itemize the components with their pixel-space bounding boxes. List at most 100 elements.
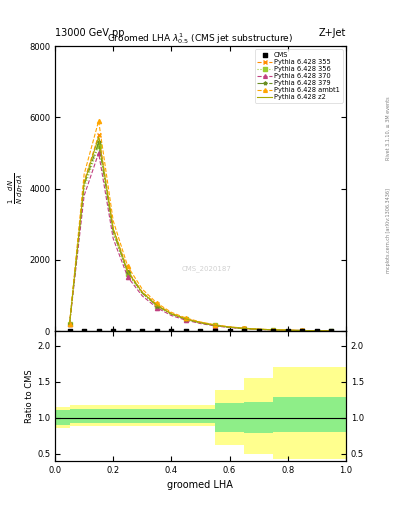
- CMS: [66, 327, 73, 335]
- Pythia 6.428 z2: [67, 321, 72, 327]
- CMS: [95, 327, 102, 335]
- Pythia 6.428 356: [96, 143, 101, 149]
- Text: Z+Jet: Z+Jet: [318, 28, 346, 38]
- Pythia 6.428 370: [314, 328, 319, 334]
- Pythia 6.428 356: [213, 323, 217, 329]
- CMS: [125, 327, 131, 335]
- Pythia 6.428 379: [67, 321, 72, 327]
- Pythia 6.428 379: [140, 290, 145, 296]
- Pythia 6.428 355: [82, 179, 86, 185]
- Pythia 6.428 ambt1: [329, 328, 334, 334]
- Pythia 6.428 z2: [329, 328, 334, 334]
- Pythia 6.428 z2: [198, 319, 203, 326]
- Pythia 6.428 z2: [271, 327, 275, 333]
- Pythia 6.428 370: [184, 317, 188, 323]
- Pythia 6.428 370: [285, 327, 290, 333]
- Pythia 6.428 z2: [125, 269, 130, 275]
- Pythia 6.428 356: [154, 303, 159, 309]
- Pythia 6.428 379: [125, 269, 130, 275]
- CMS: [299, 327, 305, 335]
- Pythia 6.428 355: [154, 302, 159, 308]
- CMS: [212, 327, 218, 335]
- Legend: CMS, Pythia 6.428 355, Pythia 6.428 356, Pythia 6.428 370, Pythia 6.428 379, Pyt: CMS, Pythia 6.428 355, Pythia 6.428 356,…: [255, 50, 343, 103]
- Pythia 6.428 z2: [140, 289, 145, 295]
- Pythia 6.428 355: [227, 324, 232, 330]
- Line: Pythia 6.428 356: Pythia 6.428 356: [68, 144, 333, 333]
- Pythia 6.428 379: [169, 311, 174, 317]
- Pythia 6.428 356: [314, 328, 319, 334]
- CMS: [270, 327, 276, 335]
- Pythia 6.428 355: [184, 316, 188, 322]
- CMS: [197, 327, 204, 335]
- Pythia 6.428 355: [125, 268, 130, 274]
- Pythia 6.428 z2: [154, 302, 159, 308]
- Pythia 6.428 z2: [242, 325, 246, 331]
- CMS: [183, 327, 189, 335]
- Pythia 6.428 355: [96, 132, 101, 138]
- CMS: [285, 327, 291, 335]
- Pythia 6.428 z2: [82, 180, 86, 186]
- Pythia 6.428 379: [82, 182, 86, 188]
- Pythia 6.428 379: [271, 327, 275, 333]
- Pythia 6.428 355: [213, 322, 217, 328]
- Pythia 6.428 ambt1: [154, 300, 159, 306]
- Pythia 6.428 355: [140, 289, 145, 295]
- Pythia 6.428 ambt1: [111, 218, 116, 224]
- X-axis label: groomed LHA: groomed LHA: [167, 480, 233, 490]
- Pythia 6.428 ambt1: [314, 328, 319, 334]
- Pythia 6.428 ambt1: [227, 324, 232, 330]
- Line: Pythia 6.428 370: Pythia 6.428 370: [68, 151, 333, 333]
- Pythia 6.428 370: [256, 327, 261, 333]
- Pythia 6.428 356: [82, 185, 86, 191]
- Pythia 6.428 379: [256, 326, 261, 332]
- Pythia 6.428 356: [256, 326, 261, 332]
- Pythia 6.428 379: [227, 324, 232, 330]
- Pythia 6.428 ambt1: [271, 327, 275, 333]
- Pythia 6.428 ambt1: [213, 322, 217, 328]
- Pythia 6.428 356: [329, 328, 334, 334]
- Pythia 6.428 370: [125, 274, 130, 280]
- Pythia 6.428 370: [198, 321, 203, 327]
- Pythia 6.428 z2: [256, 326, 261, 332]
- Pythia 6.428 379: [111, 228, 116, 234]
- Pythia 6.428 z2: [213, 322, 217, 328]
- CMS: [255, 327, 262, 335]
- Pythia 6.428 355: [111, 225, 116, 231]
- Pythia 6.428 370: [111, 236, 116, 242]
- Pythia 6.428 355: [169, 310, 174, 316]
- Pythia 6.428 355: [198, 319, 203, 325]
- Pythia 6.428 355: [285, 327, 290, 333]
- Pythia 6.428 379: [314, 328, 319, 334]
- Pythia 6.428 356: [285, 327, 290, 333]
- Pythia 6.428 z2: [184, 316, 188, 322]
- Pythia 6.428 370: [213, 323, 217, 329]
- Pythia 6.428 ambt1: [67, 321, 72, 327]
- Pythia 6.428 356: [227, 324, 232, 330]
- Pythia 6.428 z2: [285, 327, 290, 333]
- Line: Pythia 6.428 ambt1: Pythia 6.428 ambt1: [68, 119, 333, 333]
- CMS: [81, 327, 87, 335]
- Pythia 6.428 z2: [300, 328, 305, 334]
- Pythia 6.428 ambt1: [285, 327, 290, 333]
- Pythia 6.428 ambt1: [184, 315, 188, 321]
- Pythia 6.428 379: [285, 327, 290, 333]
- Pythia 6.428 ambt1: [96, 118, 101, 124]
- Pythia 6.428 379: [300, 328, 305, 334]
- Pythia 6.428 379: [184, 316, 188, 322]
- Pythia 6.428 ambt1: [140, 286, 145, 292]
- Pythia 6.428 355: [242, 325, 246, 331]
- Pythia 6.428 356: [300, 328, 305, 334]
- Pythia 6.428 370: [242, 326, 246, 332]
- Pythia 6.428 356: [198, 320, 203, 326]
- Pythia 6.428 370: [329, 328, 334, 334]
- Pythia 6.428 ambt1: [256, 326, 261, 332]
- Pythia 6.428 356: [242, 326, 246, 332]
- Text: mcplots.cern.ch [arXiv:1306.3436]: mcplots.cern.ch [arXiv:1306.3436]: [386, 188, 391, 273]
- Pythia 6.428 356: [125, 271, 130, 278]
- Pythia 6.428 370: [300, 328, 305, 334]
- Pythia 6.428 379: [213, 323, 217, 329]
- Pythia 6.428 379: [329, 328, 334, 334]
- Pythia 6.428 370: [140, 293, 145, 299]
- CMS: [154, 327, 160, 335]
- CMS: [139, 327, 145, 335]
